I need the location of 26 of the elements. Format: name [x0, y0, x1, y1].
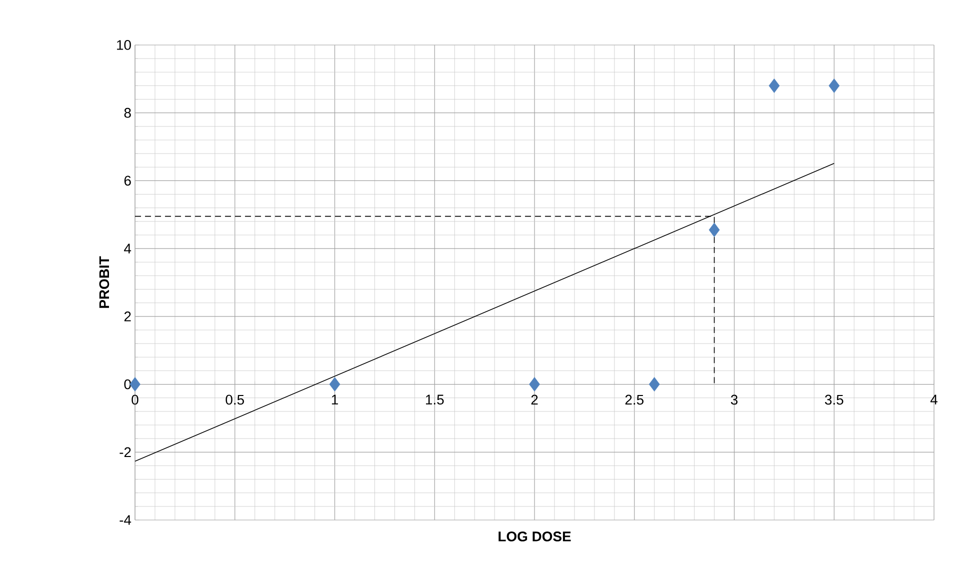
- y-tick-label: -4: [120, 515, 132, 525]
- x-tick-label: 1.5: [426, 394, 444, 405]
- point: [329, 377, 340, 392]
- x-axis-title: LOG DOSE: [498, 532, 571, 542]
- x-tick-label: 2.5: [625, 394, 644, 405]
- y-tick-label: 6: [124, 176, 131, 186]
- y-tick-label: 2: [124, 312, 131, 322]
- point: [130, 377, 140, 392]
- point: [648, 377, 660, 392]
- point: [828, 78, 840, 93]
- y-tick-label: -2: [120, 447, 131, 458]
- x-tick-label: 2: [531, 394, 538, 405]
- y-tick-label: 0: [124, 379, 131, 390]
- y-axis-title: PROBIT: [99, 256, 110, 308]
- x-tick-label: 4: [930, 394, 938, 404]
- y-tick-label: 8: [124, 108, 131, 118]
- y-tick-label: 4: [124, 244, 132, 254]
- y-tick-label: 10: [117, 40, 131, 50]
- x-tick-label: 0.5: [226, 394, 244, 405]
- point: [708, 222, 720, 238]
- x-tick-label: 1: [332, 394, 338, 404]
- x-tick-label: 0: [132, 394, 138, 405]
- x-tick-label: 3: [730, 394, 738, 405]
- x-tick-label: 3.5: [824, 394, 844, 405]
- point: [768, 78, 780, 93]
- point: [529, 377, 540, 392]
